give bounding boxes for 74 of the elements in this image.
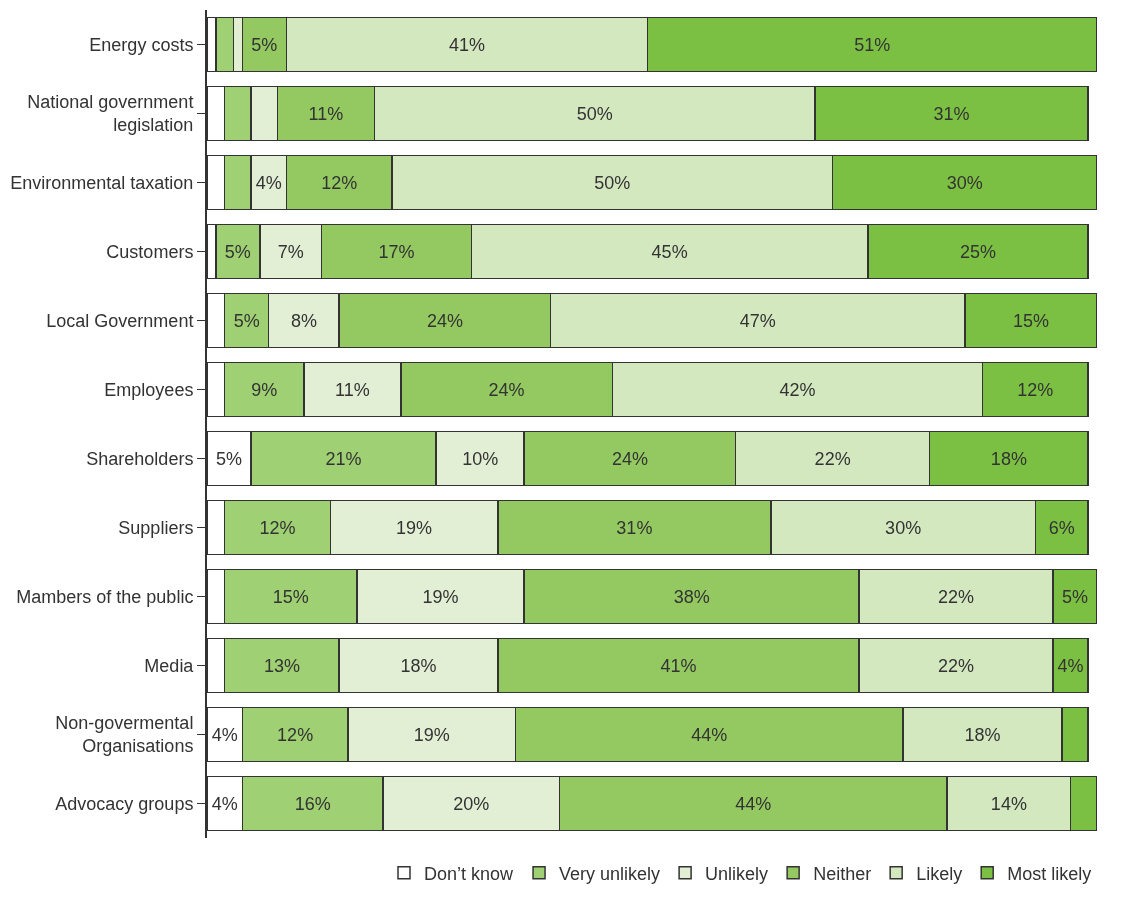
data-label: 22% [937,586,975,607]
data-label: 18% [990,448,1027,469]
data-label: 5% [1061,586,1088,607]
y-tick-label: National government legislation [27,92,194,136]
data-label: 44% [691,724,728,745]
data-label: 20% [453,793,490,814]
data-label: 11% [335,379,370,400]
y-tick-label: Customers [106,241,194,262]
data-label: 16% [294,793,331,814]
data-label: 4% [255,172,282,193]
data-label: 24% [426,310,463,331]
y-tick-label: Shareholders [86,448,194,469]
data-label: 30% [946,172,983,193]
data-label: 5% [251,34,278,55]
data-label: 31% [933,103,970,124]
data-label: 50% [594,172,631,193]
data-label: 12% [1017,379,1054,400]
data-label: 12% [259,517,296,538]
data-label: 44% [735,793,772,814]
data-label: 25% [960,241,997,262]
data-label: 8% [290,310,317,331]
data-label: 4% [211,724,238,745]
data-label: 17% [378,241,415,262]
data-label: 24% [611,448,648,469]
y-tick-label: Suppliers [118,517,194,538]
data-label: 10% [462,448,499,469]
data-label: 4% [211,793,238,814]
y-tick-label: Energy costs [89,34,194,55]
data-label: 31% [616,517,653,538]
data-label: 24% [488,379,525,400]
data-label: 12% [321,172,358,193]
y-tick-label: Environmental taxation [10,172,194,193]
legend-label: Very unlikely [559,863,661,884]
y-tick-label: Advocacy groups [55,793,194,814]
data-label: 5% [216,448,243,469]
data-label: 38% [673,586,710,607]
data-label: 19% [422,586,459,607]
data-label: 15% [272,586,309,607]
data-label: 14% [990,793,1027,814]
data-label: 15% [1012,310,1049,331]
data-label: 6% [1048,517,1075,538]
data-label: 21% [325,448,362,469]
data-label: 5% [224,241,251,262]
data-label: 41% [448,34,485,55]
data-label: 45% [651,241,688,262]
data-label: 47% [739,310,776,331]
data-label: 9% [251,379,278,400]
data-label: 4% [1057,655,1084,676]
legend-label: Don’t know [424,863,515,884]
legend-label: Likely [916,863,963,884]
data-label: 12% [277,724,314,745]
data-label: 30% [885,517,922,538]
data-label: 42% [779,379,816,400]
data-label: 19% [413,724,450,745]
y-tick-label: Employees [104,379,194,400]
y-tick-label: Mambers of the public [16,586,194,607]
y-tick-label: Non-govermental Organisations [55,713,194,757]
data-label: 5% [233,310,260,331]
legend-label: Most likely [1007,863,1092,884]
legend-label: Neither [813,863,872,884]
data-label: 11% [308,103,344,124]
data-label: 51% [854,34,891,55]
y-tick-label: Local Government [46,310,194,331]
data-label: 13% [263,655,300,676]
data-label: 18% [400,655,437,676]
data-label: 41% [660,655,697,676]
data-label: 18% [964,724,1001,745]
data-label: 50% [576,103,613,124]
data-label: 22% [814,448,851,469]
y-tick-label: Media [144,655,195,676]
data-label: 7% [277,241,304,262]
data-label: 19% [396,517,433,538]
legend-label: Unlikely [705,863,769,884]
data-label: 22% [937,655,975,676]
